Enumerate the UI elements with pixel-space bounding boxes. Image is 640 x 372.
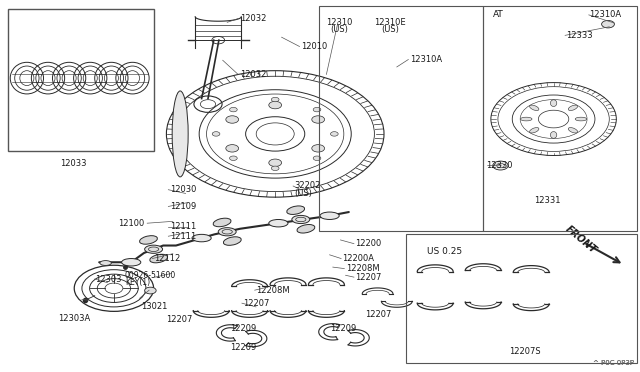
Text: ^ P0C 0P3P: ^ P0C 0P3P [593,360,634,366]
Ellipse shape [550,132,557,138]
Ellipse shape [172,91,188,177]
Bar [319,6,483,231]
Circle shape [312,145,324,152]
Text: 12333: 12333 [566,31,593,40]
Text: 12331: 12331 [534,196,561,205]
Circle shape [230,156,237,160]
Bar [483,6,637,231]
Ellipse shape [529,105,539,110]
Text: 12208M: 12208M [256,286,290,295]
Ellipse shape [568,128,578,133]
Text: 12303: 12303 [95,275,121,283]
Text: (US): (US) [381,25,399,34]
Ellipse shape [150,254,168,263]
Text: 13021: 13021 [141,302,167,311]
Circle shape [330,132,338,136]
Text: US 0.25: US 0.25 [428,247,462,256]
Text: 12207: 12207 [365,310,391,319]
Text: 12207: 12207 [243,299,269,308]
Circle shape [271,97,279,102]
Circle shape [271,166,279,170]
Text: 12207S: 12207S [509,347,541,356]
Text: 12209: 12209 [230,343,257,352]
Text: 12310A: 12310A [410,55,442,64]
Text: (US): (US) [330,25,348,34]
Ellipse shape [213,218,231,227]
Ellipse shape [122,259,141,266]
Text: 12109: 12109 [170,202,196,211]
Text: 12208M: 12208M [346,264,380,273]
Text: 12200A: 12200A [342,254,374,263]
Circle shape [312,116,324,123]
Text: 12310: 12310 [326,18,353,27]
Ellipse shape [218,228,236,236]
Ellipse shape [575,117,587,121]
Text: 12030: 12030 [170,185,196,194]
Bar [8,9,154,151]
Ellipse shape [287,206,305,214]
Ellipse shape [100,260,111,266]
Text: 12111: 12111 [170,232,196,241]
Circle shape [226,145,239,152]
Text: 12303A: 12303A [58,314,90,323]
Circle shape [269,101,282,109]
Text: 12310E: 12310E [374,18,406,27]
Text: 12330: 12330 [486,161,513,170]
Circle shape [493,161,508,170]
Text: 12209: 12209 [230,324,257,333]
Circle shape [602,20,614,28]
Text: 00926-51600: 00926-51600 [125,271,176,280]
Ellipse shape [145,245,163,253]
Ellipse shape [568,105,578,110]
Bar [406,234,637,363]
Text: 12209: 12209 [330,324,356,333]
Ellipse shape [269,219,288,227]
Text: 12111: 12111 [170,222,196,231]
Text: 12033: 12033 [60,159,87,168]
Text: 12310A: 12310A [589,10,621,19]
Ellipse shape [529,128,539,133]
Circle shape [230,108,237,112]
Ellipse shape [223,237,241,245]
Circle shape [313,156,321,160]
Ellipse shape [320,212,339,219]
Ellipse shape [520,117,532,121]
Text: ^ P0C 0P3P: ^ P0C 0P3P [593,360,634,366]
Text: 32202: 32202 [294,182,321,190]
Text: 12200: 12200 [355,239,381,248]
Ellipse shape [297,225,315,233]
Ellipse shape [550,100,557,106]
Text: 12112: 12112 [154,254,180,263]
Text: FRONT: FRONT [564,224,598,255]
Text: (US): (US) [294,189,312,198]
Text: 12032: 12032 [240,14,266,23]
Ellipse shape [140,236,157,244]
Ellipse shape [192,234,211,242]
Text: AT: AT [493,10,504,19]
Text: 12010: 12010 [301,42,327,51]
Circle shape [226,116,239,123]
Text: 12207: 12207 [166,315,193,324]
Circle shape [145,287,156,294]
Text: 12100: 12100 [118,219,145,228]
Circle shape [313,108,321,112]
Circle shape [212,132,220,136]
Ellipse shape [292,215,310,224]
Circle shape [269,159,282,167]
Text: 12032: 12032 [240,70,266,79]
Text: 12207: 12207 [355,273,381,282]
Text: KEY(1): KEY(1) [125,278,150,287]
